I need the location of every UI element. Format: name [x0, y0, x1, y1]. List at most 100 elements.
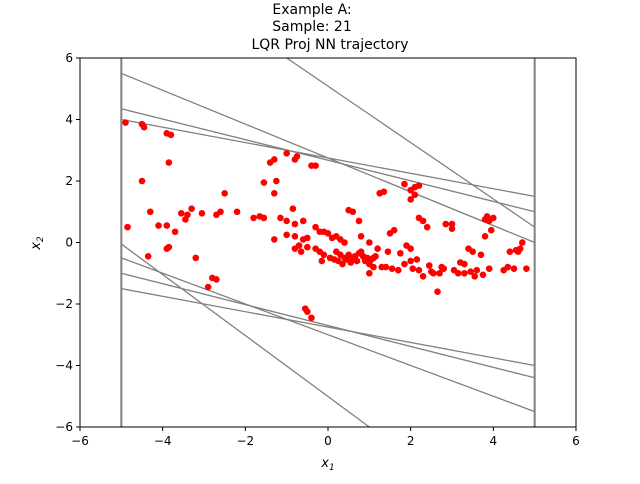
data-point-70 [341, 239, 348, 246]
data-point-28 [233, 208, 241, 216]
data-point-62 [297, 248, 305, 256]
data-point-122 [461, 260, 468, 268]
data-point-40 [293, 153, 301, 160]
y-tick-label: −6 [55, 420, 73, 434]
data-point-156 [372, 253, 379, 260]
data-point-109 [419, 217, 427, 225]
data-point-49 [291, 233, 299, 240]
data-point-32 [260, 179, 268, 186]
data-point-100 [407, 257, 414, 265]
data-point-31 [260, 214, 268, 222]
data-point-123 [461, 269, 468, 277]
data-point-5 [167, 131, 175, 139]
data-point-21 [192, 254, 200, 262]
data-point-86 [357, 233, 365, 240]
data-point-11 [163, 222, 171, 229]
trajectory-points [122, 119, 530, 322]
y-tick-label: −2 [55, 297, 73, 311]
plot-area [120, 58, 536, 427]
data-point-61 [291, 245, 299, 252]
y-tick-label: 6 [65, 51, 73, 65]
data-point-43 [289, 205, 297, 212]
data-point-47 [270, 236, 278, 243]
data-point-42 [312, 162, 319, 169]
x-tick-label: 4 [490, 434, 498, 448]
data-point-137 [510, 265, 518, 272]
data-point-120 [448, 220, 456, 228]
data-point-163 [454, 269, 462, 277]
data-point-82 [370, 263, 377, 271]
data-point-9 [146, 208, 154, 216]
data-point-60 [320, 251, 328, 259]
data-point-46 [299, 217, 307, 225]
data-point-34 [270, 156, 278, 163]
constraint-line-7 [120, 243, 370, 427]
data-point-148 [339, 260, 346, 268]
chart-title: Example A: Sample: 21 LQR Proj NN trajec… [251, 2, 408, 53]
data-point-6 [138, 177, 146, 185]
data-point-85 [355, 217, 363, 225]
data-point-118 [442, 220, 450, 228]
x-axis-label: x1 [320, 456, 334, 473]
data-point-20 [144, 253, 152, 260]
data-point-17 [171, 228, 179, 236]
data-point-161 [438, 263, 445, 271]
data-point-8 [124, 223, 131, 231]
data-point-111 [415, 266, 423, 274]
data-point-57 [304, 243, 311, 251]
data-point-1 [122, 119, 129, 126]
plot-frame [79, 57, 577, 428]
data-point-19 [163, 245, 171, 252]
data-point-144 [512, 246, 520, 254]
data-point-45 [291, 220, 299, 228]
data-point-65 [304, 308, 311, 315]
data-point-107 [407, 196, 414, 203]
data-point-29 [250, 214, 257, 222]
constraint-line-5 [121, 118, 535, 198]
data-point-133 [481, 233, 489, 240]
data-point-115 [434, 288, 441, 296]
data-point-125 [469, 248, 476, 256]
data-point-90 [382, 263, 390, 271]
x-axis-label-main: x [320, 456, 329, 471]
data-point-51 [304, 234, 311, 242]
data-point-128 [477, 251, 485, 259]
data-point-110 [423, 223, 431, 231]
data-point-164 [467, 268, 474, 276]
data-point-88 [374, 245, 381, 252]
y-axis-label: x2 [29, 236, 46, 251]
data-point-96 [394, 266, 402, 274]
y-axis-label-main: x [29, 242, 44, 251]
data-point-24 [204, 283, 212, 291]
data-point-10 [155, 222, 162, 229]
data-point-97 [401, 260, 408, 268]
data-point-143 [506, 248, 514, 256]
data-point-127 [473, 266, 481, 274]
data-point-158 [397, 249, 404, 257]
x-axis-ticks: −6 −4 −2 0 2 4 6 [71, 427, 580, 448]
data-point-35 [270, 190, 278, 197]
data-point-37 [277, 214, 284, 222]
x-tick-label: −4 [154, 434, 172, 448]
data-point-14 [188, 205, 195, 212]
data-point-141 [523, 265, 530, 272]
y-axis-ticks: −6 −4 −2 0 2 4 6 [55, 51, 80, 434]
data-point-92 [380, 188, 388, 196]
constraint-line-8 [121, 257, 535, 413]
x-tick-label: −6 [71, 434, 89, 448]
data-point-94 [390, 226, 398, 234]
data-point-84 [349, 208, 357, 216]
x-tick-label: 0 [324, 434, 332, 448]
data-point-3 [140, 123, 148, 131]
title-line-2: Sample: 21 [272, 19, 351, 35]
data-point-38 [283, 150, 290, 157]
data-point-12 [177, 209, 185, 217]
y-tick-label: 2 [65, 174, 73, 188]
data-point-150 [347, 259, 355, 266]
data-point-7 [165, 159, 173, 166]
y-tick-label: 4 [65, 113, 73, 127]
data-point-99 [407, 245, 414, 252]
data-point-106 [411, 191, 419, 199]
data-point-36 [273, 177, 280, 185]
y-tick-label: 0 [65, 236, 73, 250]
